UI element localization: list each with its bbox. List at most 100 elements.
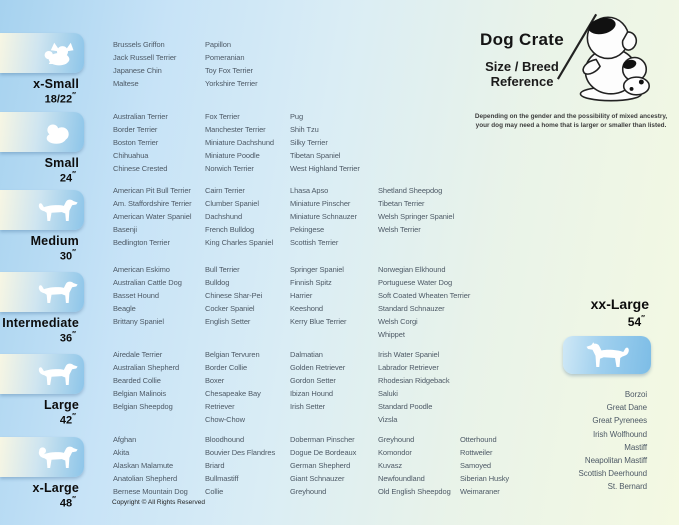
breed-column: Australian Terrier Border Terrier Boston T… — [113, 110, 205, 175]
breed-name: Beagle — [113, 304, 136, 313]
breed-column: Pug Shih Tzu Silky Terrier Tibetan Spaniel W… — [290, 110, 376, 175]
breed-name: Portuguese Water Dog — [378, 278, 453, 287]
breed-name: Brittany Spaniel — [113, 317, 164, 326]
breed-name: Giant Schnauzer — [290, 474, 345, 483]
breed-name: Scottish Deerhound — [578, 469, 648, 479]
copyright-text: Copyright © All Rights Reserved — [112, 499, 205, 506]
breed-name: Great Dane — [606, 403, 647, 413]
breed-name: Komondor — [378, 448, 412, 457]
teacher-dog-and-puppy-illustration — [552, 10, 660, 109]
breed-name: Dachshund — [205, 212, 243, 221]
breed-name: Weimaraner — [460, 487, 500, 496]
breed-column: Airedale Terrier Australian Shepherd Beard… — [113, 348, 205, 413]
breed-name: Toy Fox Terrier — [205, 66, 253, 75]
page-title: Dog Crate — [480, 30, 564, 49]
breed-name: Manchester Terrier — [205, 125, 266, 134]
breed-name: Soft Coated Wheaten Terrier — [378, 291, 471, 300]
size-entry-small: Small 24″ — [0, 112, 88, 185]
breed-name: King Charles Spaniel — [205, 238, 274, 247]
breed-name: Papillon — [205, 40, 231, 49]
breed-name: Harrier — [290, 291, 313, 300]
breed-name: American Pit Bull Terrier — [113, 186, 191, 195]
terrier-dog-silhouette-icon — [38, 199, 78, 221]
breed-name: Clumber Spaniel — [205, 199, 259, 208]
breed-name: American Water Spaniel — [113, 212, 192, 221]
breed-column: Belgian Tervuren Border Collie Boxer Chesap… — [205, 348, 289, 426]
xxlarge-size-label: xx-Large — [590, 296, 649, 312]
size-dimension: 48″ — [59, 495, 76, 510]
breed-column: Shetland Sheepdog Tibetan Terrier Welsh Sp… — [378, 184, 493, 236]
breed-name: Kuvasz — [378, 461, 402, 470]
breed-name: St. Bernard — [607, 482, 647, 492]
breed-name: Welsh Corgi — [378, 317, 418, 326]
papillon-dog-silhouette-icon — [44, 42, 74, 66]
breed-name: Basenji — [113, 225, 137, 234]
breed-name: Miniature Schnauzer — [290, 212, 357, 221]
breed-name: Borzoi — [624, 390, 647, 399]
breed-column: Brussels Griffon Jack Russell Terrier Japa… — [113, 38, 205, 90]
xxlarge-size-card — [563, 336, 651, 374]
breed-name: Bullmastiff — [205, 474, 239, 483]
breed-name: Dalmatian — [290, 350, 323, 359]
size-label: Large — [43, 398, 79, 412]
size-entry-x-small: x-Small 18/22″ — [0, 33, 88, 106]
breed-name: Alaskan Malamute — [113, 461, 174, 470]
breed-name: Belgian Sheepdog — [113, 402, 173, 411]
breed-name: Great Pyrenees — [592, 416, 647, 426]
breed-name: Otterhound — [460, 435, 497, 444]
breed-name: Silky Terrier — [290, 138, 328, 147]
size-label: Intermediate — [2, 316, 79, 330]
breed-name: Miniature Dachshund — [205, 138, 274, 147]
breed-name: Scottish Terrier — [290, 238, 339, 247]
breed-name: Vizsla — [378, 415, 398, 424]
breed-name: Anatolian Shepherd — [113, 474, 178, 483]
breed-name: Norwegian Elkhound — [378, 265, 446, 274]
xxlarge-breed-list: Borzoi Great Dane Great Pyrenees Irish Wolf… — [578, 388, 648, 494]
breed-column: Afghan Akita Alaskan Malamute Anatolian She… — [113, 433, 205, 498]
breed-name: Collie — [205, 487, 224, 496]
ancestry-note: Depending on the gender and the possibil… — [474, 113, 668, 129]
breed-name: Labrador Retriever — [378, 363, 439, 372]
breed-name: Keeshond — [290, 304, 323, 313]
size-card-x-large — [0, 437, 84, 477]
size-card-small — [0, 112, 84, 152]
breed-name: English Setter — [205, 317, 251, 326]
breed-name: Belgian Tervuren — [205, 350, 260, 359]
size-entry-intermediate: Intermediate 36″ — [0, 272, 88, 345]
breed-name: Bearded Collie — [113, 376, 161, 385]
breed-name: Bouvier Des Flandres — [205, 448, 276, 457]
breed-name: Old English Sheepdog — [378, 487, 451, 496]
size-dimension: 30″ — [59, 248, 76, 263]
akita-dog-silhouette-icon — [38, 446, 78, 468]
breed-column: Springer Spaniel Finnish Spitz Harrier Kees… — [290, 263, 376, 328]
breed-name: Irish Setter — [290, 402, 326, 411]
breed-name: Mastiff — [624, 442, 647, 452]
breed-name: Greyhound — [290, 487, 327, 496]
size-dimension: 24″ — [59, 170, 76, 185]
breed-name: West Highland Terrier — [290, 164, 360, 173]
breed-name: American Eskimo — [113, 265, 170, 274]
breed-name: Kerry Blue Terrier — [290, 317, 347, 326]
breed-column: Fox Terrier Manchester Terrier Miniature D… — [205, 110, 289, 175]
size-card-x-small — [0, 33, 84, 73]
breed-name: Chihuahua — [113, 151, 149, 160]
breed-name: Pekingese — [290, 225, 325, 234]
breed-name: Norwich Terrier — [205, 164, 254, 173]
breed-column: Lhasa Apso Miniature Pinscher Miniature Sc… — [290, 184, 376, 249]
breed-name: Miniature Pinscher — [290, 199, 351, 208]
size-entry-large: Large 42″ — [0, 354, 88, 427]
breed-name: Ibizan Hound — [290, 389, 333, 398]
size-label: x-Small — [33, 77, 79, 91]
size-entry-medium: Medium 30″ — [0, 190, 88, 263]
breed-column: Papillon Pomeranian Toy Fox Terrier Yorkshi… — [205, 38, 289, 90]
breed-name: Fox Terrier — [205, 112, 240, 121]
breed-name: Doberman Pinscher — [290, 435, 355, 444]
breed-name: Samoyed — [460, 461, 491, 470]
breed-name: Tibetan Spaniel — [290, 151, 341, 160]
size-dimension: 18/22″ — [44, 91, 76, 106]
breed-name: Tibetan Terrier — [378, 199, 425, 208]
breed-name: Pomeranian — [205, 53, 245, 62]
breed-column: Bull Terrier Bulldog Chinese Shar-Pei Cocke… — [205, 263, 289, 328]
great-dane-dog-silhouette-icon — [586, 342, 629, 367]
title-block: Dog Crate Size / Breed Reference — [462, 30, 582, 89]
